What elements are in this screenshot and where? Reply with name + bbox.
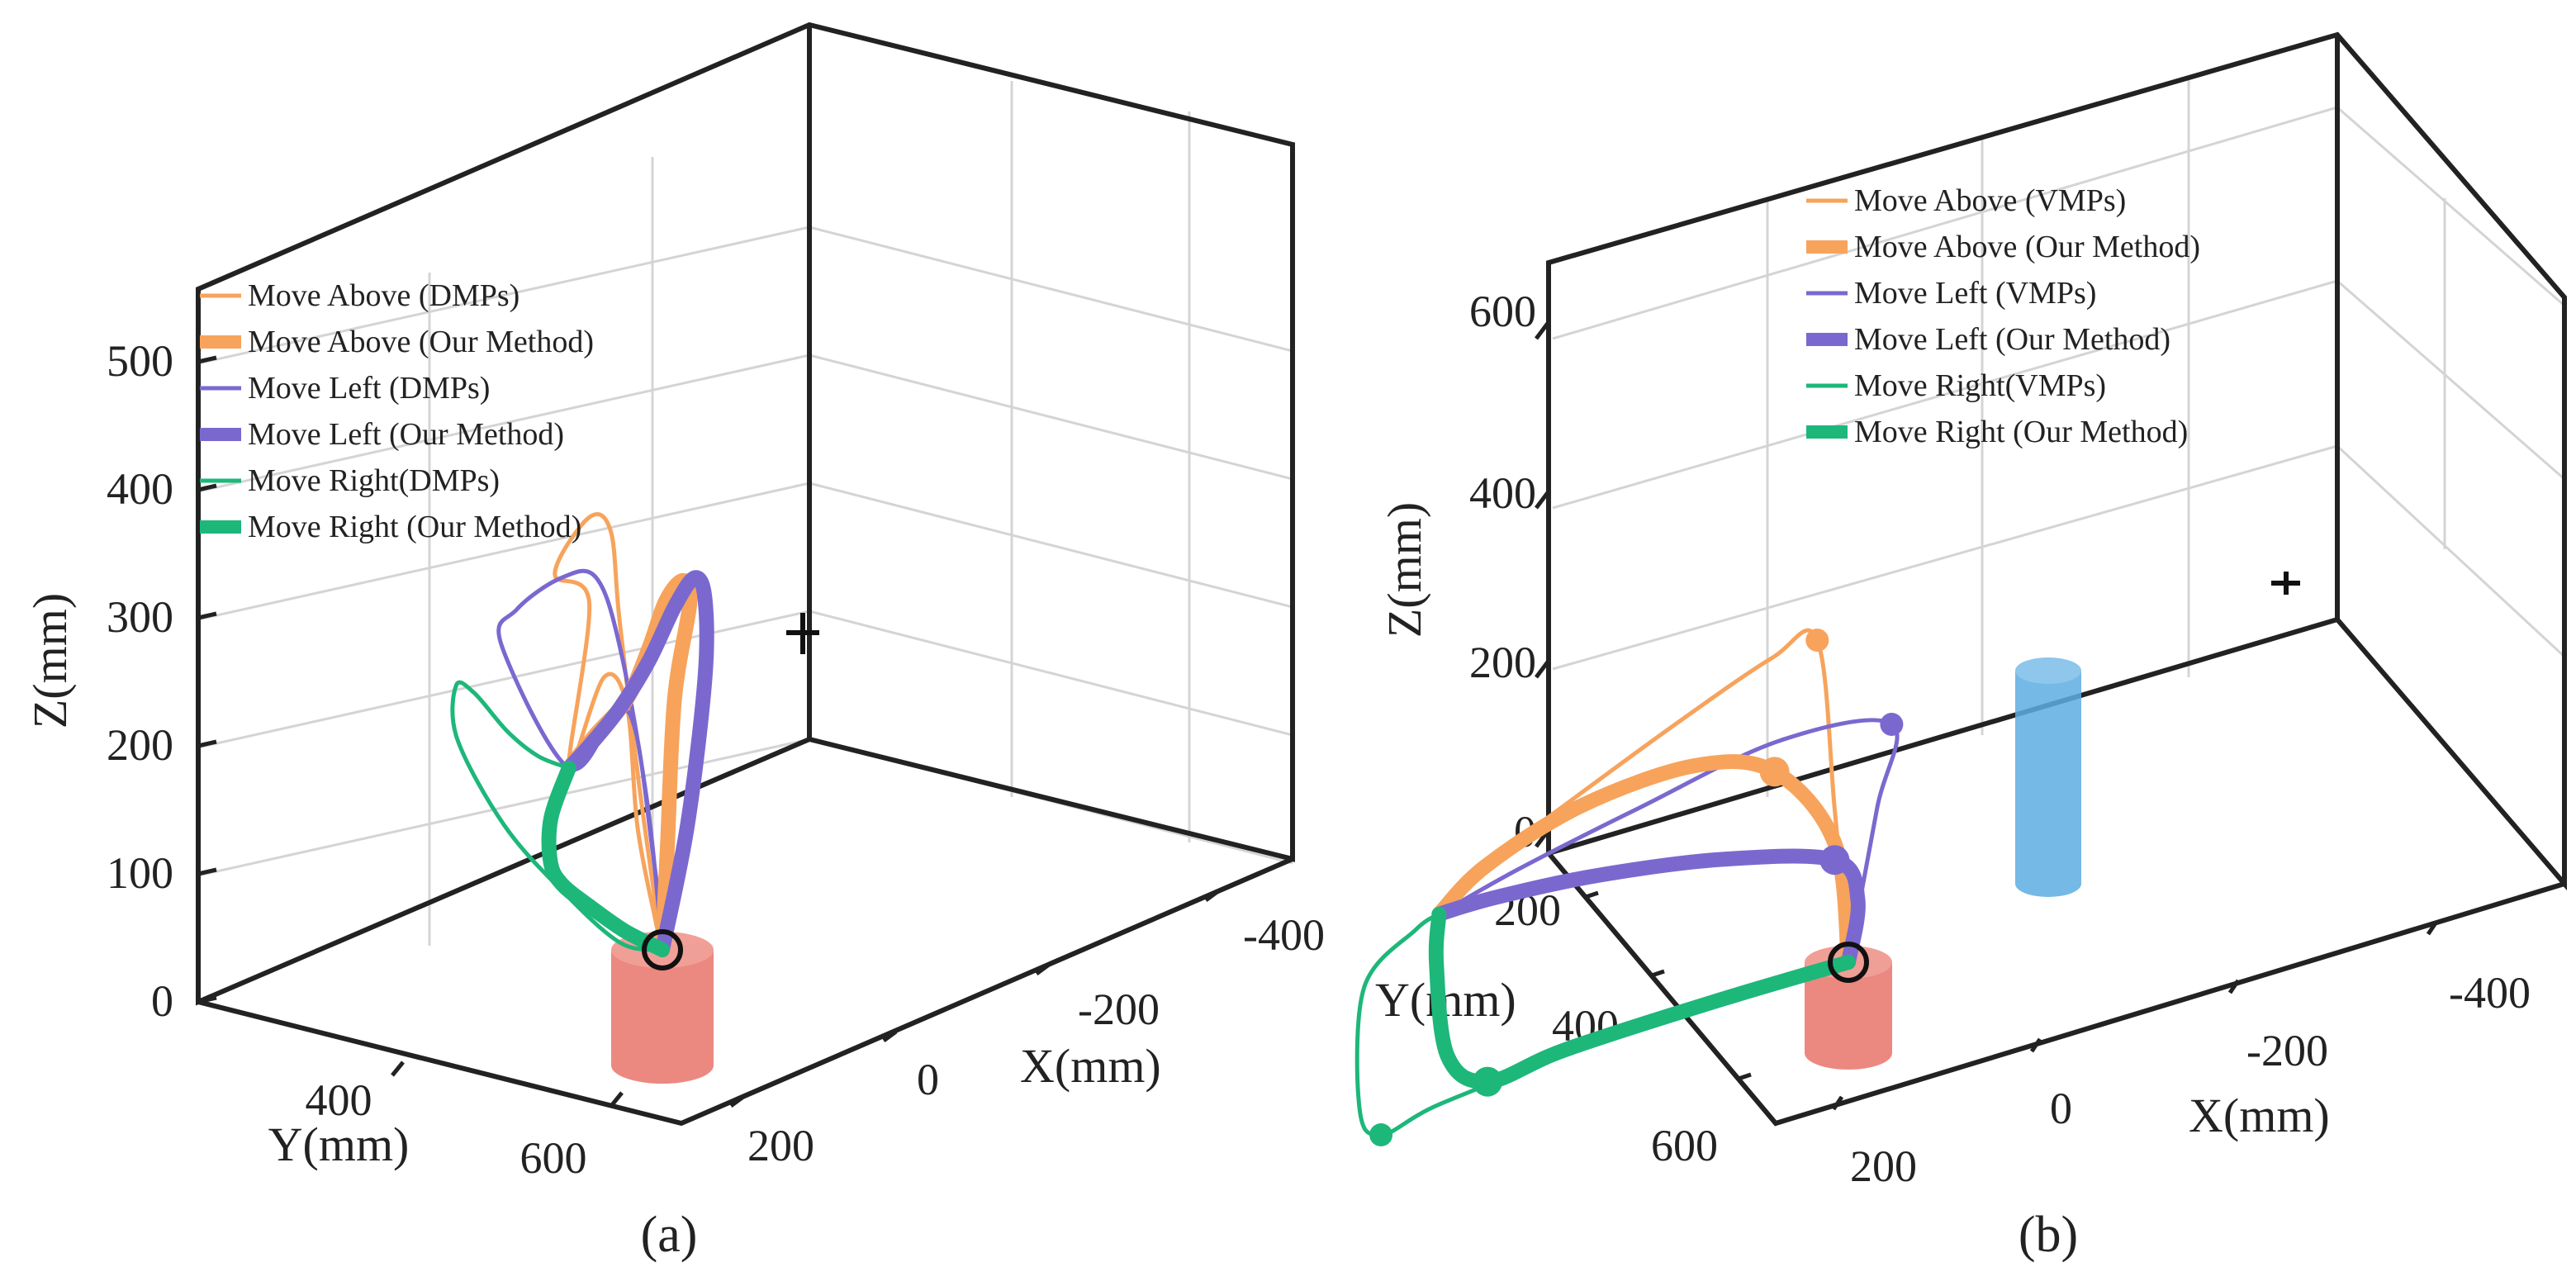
panel-b-series-0-via-point-0 [1805, 629, 1829, 652]
panel-a-series-4-line [450, 680, 665, 952]
panel-b-start-marker [1828, 942, 1869, 983]
panel-a-trajectories [450, 512, 714, 957]
panel-a-series-2-line [496, 568, 665, 952]
panel-a-legend-label-2: Move Left (DMPs) [248, 371, 490, 406]
panel-b-x-tick-m200: -200 [2246, 1026, 2328, 1075]
panel-b-series-2-line [1436, 718, 1900, 965]
panel-a-y-ticks [391, 1061, 624, 1108]
panel-a-z-ticks [197, 355, 217, 1004]
panel-b-legend-label-0: Move Above (VMPs) [1854, 183, 2126, 218]
panel-b-z-label: Z(mm) [1378, 502, 1431, 638]
panel-a-x-tick-200: 200 [747, 1121, 814, 1170]
panel-a-y-tick-400: 400 [306, 1075, 372, 1125]
panel-b-legend-label-1: Move Above (Our Method) [1854, 230, 2200, 264]
panel-a-axes-box [196, 21, 1295, 1127]
panel-a-x-label: X(mm) [1020, 1039, 1161, 1093]
panel-b-trajectories [1354, 628, 1904, 1146]
panel-b-legend: Move Above (VMPs) Move Above (Our Method)… [1806, 183, 2200, 449]
panel-a: 0 100 200 300 400 500 Z(mm) 400 600 Y(mm… [23, 21, 1325, 1263]
panel-a-x-tick-m400: -400 [1243, 910, 1325, 960]
panel-a-legend-label-5: Move Right (Our Method) [248, 510, 581, 544]
panel-a-z-tick-400: 400 [107, 464, 173, 514]
panel-a-goal-marker [786, 613, 819, 654]
panel-b-series-2-via-point-0 [1880, 713, 1904, 736]
panel-a-legend-label-4: Move Right(DMPs) [248, 463, 500, 498]
panel-a-start-marker [642, 929, 683, 970]
panel-b-series-5-via-point-0 [1473, 1066, 1503, 1097]
panel-b-series-4-via-point-0 [1369, 1123, 1393, 1146]
panel-b-x-tick-m400: -400 [2449, 968, 2531, 1018]
panel-b-y-ticks [1585, 890, 1752, 1081]
panel-a-caption: (a) [641, 1207, 698, 1263]
panel-a-z-tick-200: 200 [107, 720, 173, 770]
panel-a-legend-label-1: Move Above (Our Method) [248, 325, 594, 359]
panel-a-z-label: Z(mm) [23, 593, 77, 728]
panel-b-caption: (b) [2019, 1207, 2078, 1263]
panel-b-z-tick-200: 200 [1469, 638, 1536, 687]
panel-a-legend: Move Above (DMPs) Move Above (Our Method)… [200, 278, 594, 544]
panel-a-z-tick-300: 300 [107, 592, 173, 642]
panel-b-z-tick-600: 600 [1469, 287, 1536, 336]
panel-a-series-3-line [561, 570, 714, 957]
panel-a-z-tick-100: 100 [107, 848, 173, 898]
panel-b-x-ticks [1831, 920, 2439, 1111]
panel-b-z-tick-400: 400 [1469, 468, 1536, 518]
panel-b-series-3-line [1431, 848, 1866, 970]
panel-b-legend-label-3: Move Left (Our Method) [1854, 322, 2170, 357]
panel-b-series-3-via-point-0 [1819, 845, 1850, 876]
panel-b-z-ticks [1535, 320, 1550, 848]
panel-b-middle-obstacle [2015, 657, 2081, 897]
panel-a-z-tick-0: 0 [151, 976, 173, 1026]
panel-a-z-tick-500: 500 [107, 336, 173, 386]
panel-b-x-tick-0: 0 [2050, 1084, 2072, 1133]
panel-a-y-label: Y(mm) [268, 1118, 410, 1171]
panel-a-x-tick-0: 0 [917, 1055, 939, 1104]
panel-b-axes-box [1546, 31, 2567, 1127]
panel-a-x-tick-m200: -200 [1078, 985, 1160, 1034]
panel-a-x-ticks [729, 889, 1220, 1108]
panel-a-series-5-line [541, 760, 670, 957]
panel-b-series-5-line [1428, 906, 1856, 1089]
panel-a-y-tick-600: 600 [520, 1133, 587, 1183]
panel-b-legend-label-4: Move Right(VMPs) [1854, 368, 2106, 403]
panel-b-legend-label-2: Move Left (VMPs) [1854, 276, 2096, 311]
panel-b-series-1-via-point-0 [1759, 757, 1790, 787]
panel-b-goal-marker [2271, 572, 2300, 595]
panel-b-y-tick-600: 600 [1651, 1121, 1718, 1170]
panel-b-legend-label-5: Move Right (Our Method) [1854, 415, 2188, 449]
panel-b: 0 200 400 600 Z(mm) 200 400 600 Y(mm) -4… [1354, 31, 2567, 1263]
panel-b-x-label: X(mm) [2189, 1089, 2330, 1142]
panel-b-x-tick-200: 200 [1850, 1141, 1917, 1191]
panel-a-legend-label-3: Move Left (Our Method) [248, 417, 564, 452]
panel-a-legend-label-0: Move Above (DMPs) [248, 278, 519, 313]
